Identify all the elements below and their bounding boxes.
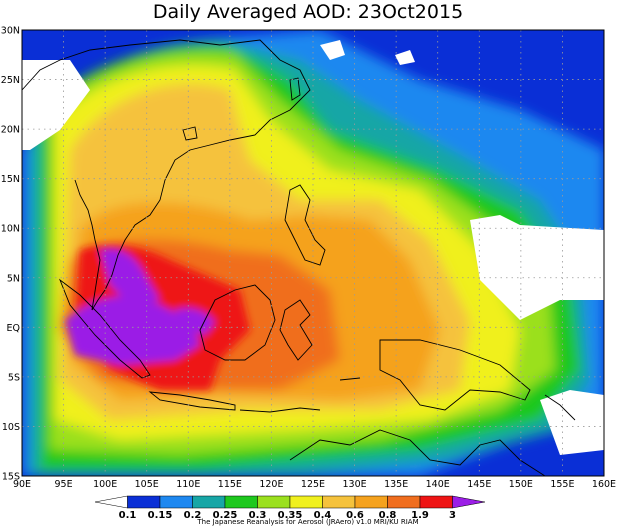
longitude-tick-label: 130E <box>343 479 367 490</box>
graticule <box>22 30 604 476</box>
no-data-patches <box>22 40 604 455</box>
longitude-tick-label: 100E <box>93 479 117 490</box>
latitude-tick-label: 5N <box>7 273 20 284</box>
colorbar-segment <box>159 495 193 509</box>
credit-text: The Japanese Reanalysis for Aerosol (JRA… <box>196 518 418 526</box>
longitude-tick-label: 125E <box>301 479 325 490</box>
colorbar-label: 0.35 <box>278 510 303 521</box>
latitude-tick-label: 10S <box>2 422 20 433</box>
colorbar-segment <box>94 495 128 509</box>
colorbar-segment <box>387 495 421 509</box>
coastlines <box>22 39 576 476</box>
colorbar-segment <box>192 495 226 509</box>
latitude-tick-label: 30N <box>1 26 20 37</box>
latitude-tick-label: EQ <box>7 323 20 334</box>
longitude-tick-label: 135E <box>384 479 408 490</box>
colorbar-labels: 0.1 0.15 0.2 0.25 0.3 0.35 0.4 0.6 0.8 1.9 3 <box>119 510 456 521</box>
longitude-tick-labels: 90E 95E 100E 105E 110E 115E 120E 125E 130E 135E 14… <box>13 479 616 490</box>
latitude-tick-label: 25N <box>1 75 20 86</box>
colorbar-label: 1.9 <box>411 510 429 521</box>
colorbar-segment <box>322 495 356 509</box>
longitude-tick-label: 90E <box>13 479 31 490</box>
longitude-tick-label: 145E <box>467 479 491 490</box>
colorbar-label: 0.1 <box>119 510 137 521</box>
latitude-tick-labels: 30N 25N 20N 15N 10N 5N EQ 5S 10S 15S <box>1 26 20 483</box>
colorbar-segment <box>289 495 323 509</box>
colorbar-label: 0.4 <box>314 510 332 521</box>
aod-field <box>22 30 604 476</box>
longitude-tick-label: 160E <box>592 479 616 490</box>
longitude-tick-label: 140E <box>426 479 450 490</box>
colorbar-segment <box>452 495 486 509</box>
latitude-tick-label: 5S <box>8 372 20 383</box>
latitude-tick-label: 10N <box>1 224 20 235</box>
colorbar-label: 0.25 <box>213 510 238 521</box>
colorbar-label: 0.3 <box>249 510 267 521</box>
longitude-tick-label: 110E <box>176 479 200 490</box>
colorbar-label: 0.2 <box>184 510 202 521</box>
map-title: Daily Averaged AOD: 23Oct2015 <box>153 1 463 23</box>
colorbar-segment <box>257 495 291 509</box>
colorbar-segment <box>224 495 258 509</box>
colorbar-segment <box>354 495 388 509</box>
latitude-tick-label: 15N <box>1 174 20 185</box>
longitude-tick-label: 115E <box>218 479 242 490</box>
colorbar-label: 3 <box>449 510 456 521</box>
longitude-tick-label: 155E <box>550 479 574 490</box>
latitude-tick-label: 20N <box>1 125 20 136</box>
longitude-tick-label: 150E <box>509 479 533 490</box>
longitude-tick-label: 120E <box>259 479 283 490</box>
colorbar <box>94 495 486 509</box>
longitude-tick-label: 105E <box>135 479 159 490</box>
longitude-tick-label: 95E <box>55 479 73 490</box>
colorbar-label: 0.15 <box>148 510 173 521</box>
colorbar-label: 0.8 <box>379 510 397 521</box>
colorbar-segment <box>419 495 453 509</box>
colorbar-segment <box>127 495 161 509</box>
latitude-tick-label: 15S <box>2 472 20 483</box>
colorbar-label: 0.6 <box>346 510 364 521</box>
map-frame <box>21 29 605 477</box>
